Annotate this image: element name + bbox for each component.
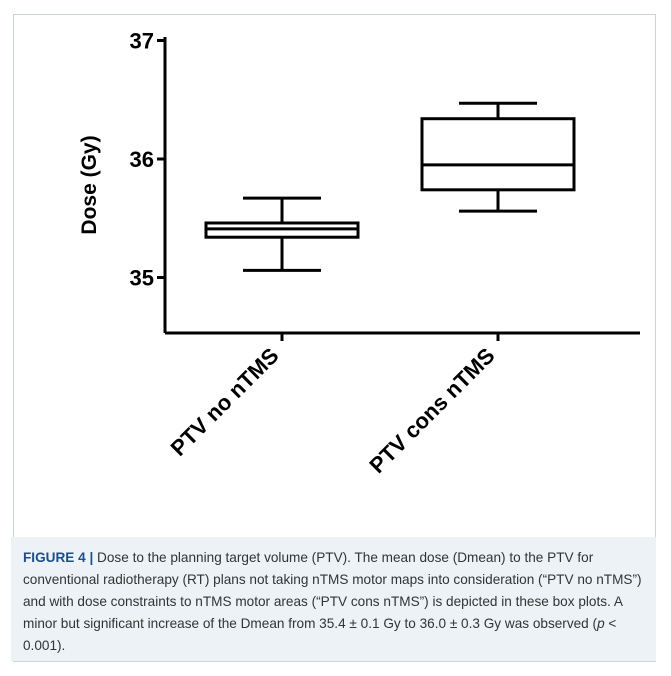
box-series	[204, 101, 576, 272]
axes: 35 36 37 PTV no nTMS PTV cons nTMS	[130, 29, 640, 478]
x-tick-label-1: PTV no nTMS	[166, 343, 284, 461]
caption-label: FIGURE 4 |	[23, 550, 94, 565]
x-tick-label-2: PTV cons nTMS	[364, 343, 499, 478]
box-2	[420, 101, 576, 213]
box-plot-chart: 35 36 37 PTV no nTMS PTV cons nTMS Dose (Gy)	[78, 29, 640, 478]
iqr-box-2	[420, 117, 576, 192]
y-tick-label-37: 37	[130, 29, 154, 54]
caption-text-part1: Dose to the planning target volume (PTV)…	[23, 550, 642, 631]
caption-text-part2: < 0.001).	[23, 616, 617, 653]
y-tick-label-36: 36	[130, 147, 154, 172]
y-axis-label: Dose (Gy)	[78, 135, 101, 234]
box-1	[204, 196, 360, 272]
y-tick-label-35: 35	[130, 266, 154, 291]
figure-caption: FIGURE 4 | Dose to the planning target v…	[11, 537, 656, 661]
caption-p-symbol: p	[597, 616, 605, 631]
